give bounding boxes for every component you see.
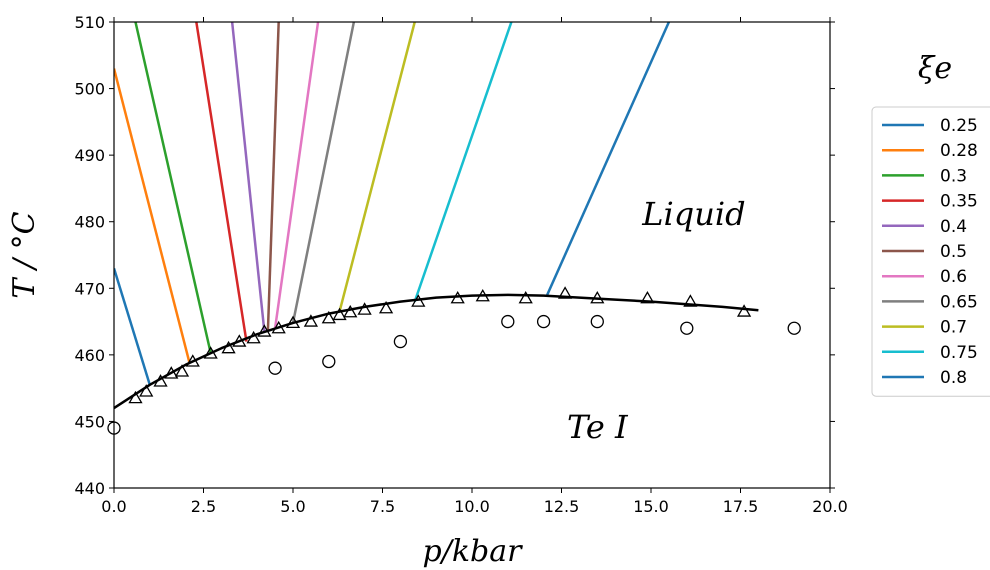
series-lines <box>114 22 671 386</box>
legend-label: 0.5 <box>940 242 967 262</box>
triangle-marker <box>450 290 465 304</box>
circle-marker <box>268 361 282 375</box>
data-markers <box>107 286 801 435</box>
x-tick-label: 10.0 <box>454 497 490 516</box>
y-tick-label: 500 <box>74 80 105 99</box>
legend-label: 0.35 <box>940 192 978 212</box>
triangle-marker <box>343 304 358 318</box>
triangle-marker <box>475 288 490 302</box>
melting-curve <box>113 293 759 410</box>
circle-marker <box>680 321 694 335</box>
legend-label: 0.6 <box>940 267 967 287</box>
y-tick-label: 460 <box>74 346 105 365</box>
legend-label: 0.25 <box>940 116 978 136</box>
series-line-0-6 <box>273 22 320 329</box>
y-tick-label: 480 <box>74 213 105 232</box>
y-axis-label: T / °C <box>7 211 42 298</box>
legend-label: 0.28 <box>940 141 978 161</box>
series-line-0-25 <box>114 267 151 386</box>
legend-label: 0.7 <box>940 318 967 338</box>
triangle-marker <box>203 346 218 359</box>
series-line-0-5 <box>266 22 280 331</box>
plot-frame <box>113 21 831 489</box>
triangle-marker <box>736 304 752 317</box>
x-tick-label: 17.5 <box>723 497 759 516</box>
liquid-region-label: Liquid <box>641 195 745 233</box>
triangle-marker <box>357 302 372 315</box>
y-tick-label: 450 <box>74 412 105 431</box>
triangle-marker <box>221 340 236 354</box>
triangle-marker <box>139 384 154 397</box>
y-tick-label: 440 <box>74 479 105 498</box>
legend-label: 0.8 <box>940 368 967 388</box>
melting-curve-layer <box>113 293 759 410</box>
legend: 0.25 0.28 0.3 0.35 0.4 0.5 0.6 0.65 0.7 0.75 0.8 <box>871 106 990 397</box>
triangle-marker <box>285 315 301 329</box>
x-tick-label: 2.5 <box>191 497 216 516</box>
triangle-marker <box>232 334 247 347</box>
legend-label: 0.4 <box>940 217 967 237</box>
triangle-marker <box>332 307 347 321</box>
series-line-0-4 <box>230 22 266 332</box>
legend-label: 0.3 <box>940 166 967 186</box>
x-tick-label: 7.5 <box>370 497 395 516</box>
legend-label: 0.75 <box>940 343 978 363</box>
x-tick-label: 20.0 <box>812 497 848 516</box>
triangle-marker <box>164 366 179 379</box>
triangle-marker <box>683 294 698 307</box>
circle-marker <box>787 321 801 335</box>
triangle-marker <box>185 354 200 367</box>
triangle-marker <box>153 374 168 387</box>
te-i-region-label: Te I <box>567 408 629 446</box>
circle-marker <box>322 354 336 369</box>
triangle-marker <box>640 290 655 304</box>
series-line-0-28 <box>114 68 191 362</box>
x-tick-label: 0.0 <box>101 497 126 516</box>
triangle-marker <box>271 320 286 334</box>
axis-ticks: 0.0 2.5 5.0 7.5 10.0 12.5 15.0 17.5 20.0 440 450 46… <box>74 13 847 516</box>
y-tick-label: 490 <box>74 146 105 165</box>
x-tick-label: 12.5 <box>544 497 580 516</box>
legend-box <box>871 106 990 397</box>
y-tick-label: 470 <box>74 279 105 298</box>
x-axis-label: p/kbar <box>423 534 524 569</box>
triangle-marker <box>174 364 190 377</box>
triangle-marker <box>590 290 605 304</box>
circle-marker <box>536 314 551 329</box>
x-tick-label: 15.0 <box>633 497 669 516</box>
x-tick-label: 5.0 <box>280 497 305 516</box>
series-line-0-3 <box>134 22 212 354</box>
triangle-marker <box>518 290 533 304</box>
series-line-0-35 <box>195 22 248 342</box>
triangle-marker <box>378 300 394 314</box>
series-line-0-8 <box>546 22 671 296</box>
legend-title: ξe <box>918 51 952 86</box>
triangle-marker <box>303 314 319 327</box>
triangle-marker <box>128 390 143 404</box>
triangle-marker <box>246 330 261 344</box>
series-line-0-75 <box>413 22 513 303</box>
triangle-marker <box>257 324 272 337</box>
circle-marker <box>393 334 408 349</box>
triangle-marker <box>557 286 573 299</box>
triangle-marker <box>411 294 426 307</box>
series-line-0-65 <box>291 22 356 324</box>
circle-marker <box>501 314 515 329</box>
triangle-marker <box>321 310 336 324</box>
series-line-0-7 <box>338 22 416 312</box>
y-tick-label: 510 <box>74 13 105 32</box>
circle-marker <box>590 314 604 329</box>
legend-label: 0.65 <box>940 292 978 312</box>
